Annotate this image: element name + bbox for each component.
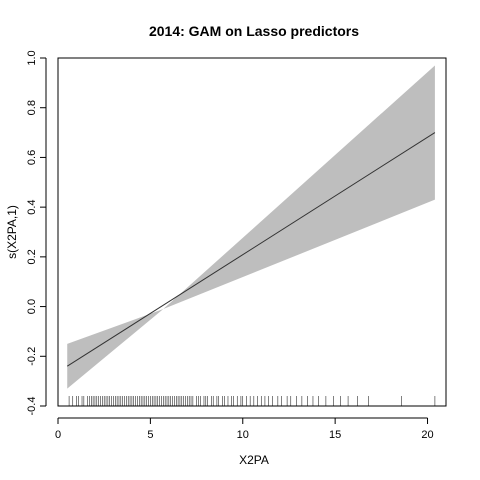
confidence-band-layer bbox=[67, 65, 435, 389]
y-tick-label: 0.2 bbox=[26, 249, 38, 264]
x-tick-label: 20 bbox=[421, 429, 433, 441]
y-axis-label: s(X2PA,1) bbox=[5, 205, 19, 259]
x-tick-label: 0 bbox=[55, 429, 61, 441]
y-tick-label: 0.6 bbox=[26, 150, 38, 165]
y-tick-label: -0.4 bbox=[26, 397, 38, 416]
x-axis-label: X2PA bbox=[239, 453, 269, 467]
y-tick-label: 1.0 bbox=[26, 50, 38, 65]
y-tick-label: 0.8 bbox=[26, 100, 38, 115]
y-tick-label: 0.4 bbox=[26, 199, 38, 214]
smooth-line-layer bbox=[66, 132, 436, 367]
rug-layer bbox=[68, 396, 436, 406]
x-tick-label: 5 bbox=[147, 429, 153, 441]
y-tick-label: 0.0 bbox=[26, 299, 38, 314]
y-axis: -0.4 -0.2 0.0 0.2 0.4 0.6 0.8 1.0 bbox=[26, 50, 47, 416]
x-tick-label: 10 bbox=[237, 429, 249, 441]
y-tick-label: -0.2 bbox=[26, 347, 38, 366]
chart-title: 2014: GAM on Lasso predictors bbox=[149, 23, 359, 39]
plot-frame bbox=[57, 57, 447, 407]
x-axis: 0 5 10 15 20 bbox=[55, 417, 434, 441]
smooth-line bbox=[66, 132, 436, 367]
confidence-band bbox=[67, 65, 435, 389]
x-tick-label: 15 bbox=[329, 429, 341, 441]
